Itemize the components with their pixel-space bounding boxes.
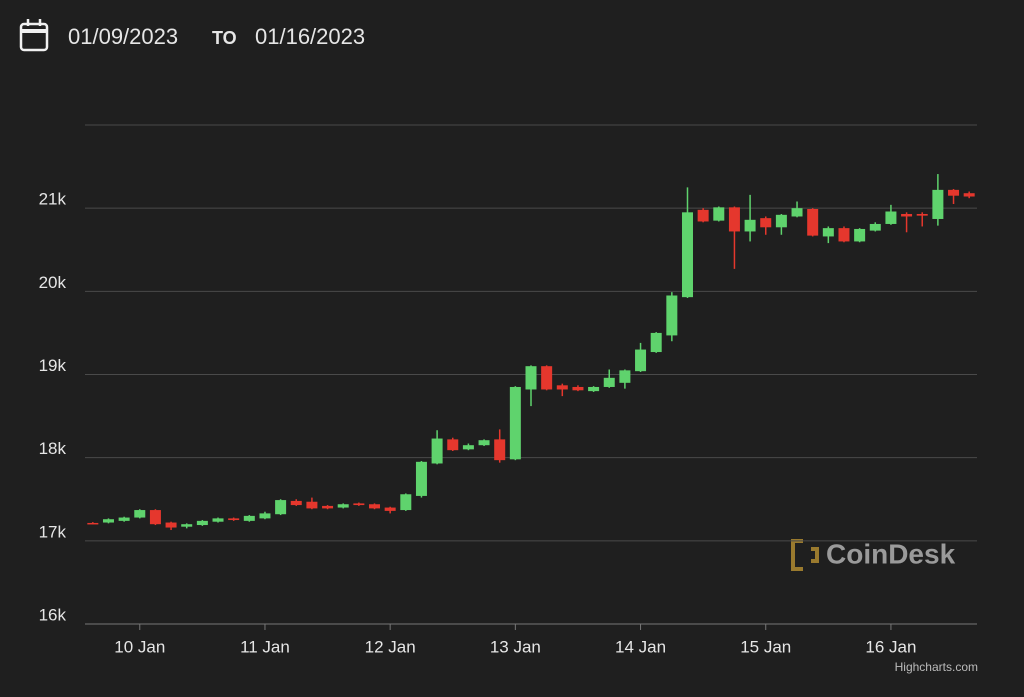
- candle-body: [775, 214, 787, 228]
- candle-body: [885, 211, 897, 224]
- credits[interactable]: Highcharts.com: [895, 660, 978, 674]
- candle-body: [932, 189, 944, 219]
- candle-body: [165, 522, 177, 528]
- candle-body: [337, 504, 349, 508]
- candle-body: [149, 510, 161, 525]
- candle-body: [963, 193, 975, 197]
- candle-body: [869, 223, 881, 231]
- candle-body: [791, 208, 803, 217]
- candle-body: [353, 503, 365, 506]
- calendar-icon: [19, 19, 49, 52]
- candle-body: [212, 518, 224, 522]
- candle-body: [901, 213, 913, 217]
- candle-body: [259, 513, 271, 519]
- candle-body: [102, 519, 114, 523]
- candle-body: [838, 228, 850, 242]
- y-tick-label: 20k: [39, 273, 67, 292]
- candle-body: [431, 438, 443, 464]
- candle-body: [619, 370, 631, 383]
- candle-body: [760, 218, 772, 228]
- x-tick-label: 11 Jan: [240, 637, 290, 656]
- y-tick-label: 21k: [39, 190, 67, 209]
- candle-body: [400, 494, 412, 511]
- candle-body: [916, 213, 928, 216]
- candle-body: [181, 524, 193, 527]
- candle-body: [196, 520, 208, 526]
- date-separator: TO: [212, 28, 237, 48]
- x-tick-label: 13 Jan: [490, 637, 541, 656]
- candle-body: [306, 501, 318, 509]
- candle-body: [822, 228, 834, 237]
- candle-body: [854, 228, 866, 242]
- candle-body: [415, 461, 427, 496]
- candle-body: [525, 366, 537, 390]
- candle-body: [572, 386, 584, 391]
- candle-body: [744, 219, 756, 232]
- candle-body: [478, 440, 490, 446]
- candle-body: [462, 445, 474, 450]
- candle-body: [650, 332, 662, 353]
- candle-body: [588, 386, 600, 392]
- date-to[interactable]: 01/16/2023: [255, 24, 365, 49]
- candle-body: [275, 500, 287, 515]
- candle-body: [948, 189, 960, 196]
- x-tick-label: 16 Jan: [865, 637, 916, 656]
- x-tick-label: 10 Jan: [114, 637, 165, 656]
- candle-body: [603, 377, 615, 387]
- candle-body: [728, 207, 740, 232]
- candle-body: [228, 518, 240, 521]
- candle-body: [697, 209, 709, 222]
- y-tick-label: 19k: [39, 356, 67, 375]
- candle-body: [713, 207, 725, 221]
- watermark-logo: [791, 539, 819, 571]
- y-tick-label: 18k: [39, 439, 67, 458]
- candle-body: [369, 504, 381, 509]
- candle-body: [666, 295, 678, 336]
- candle-body: [807, 208, 819, 236]
- watermark: CoinDesk: [826, 538, 956, 569]
- date-from[interactable]: 01/09/2023: [68, 24, 178, 49]
- y-tick-label: 16k: [39, 605, 67, 624]
- candle-body: [134, 510, 146, 518]
- x-tick-label: 12 Jan: [365, 637, 416, 656]
- x-tick-label: 15 Jan: [740, 637, 791, 656]
- candle-body: [447, 439, 459, 451]
- candle-body: [87, 522, 99, 525]
- x-tick-label: 14 Jan: [615, 637, 666, 656]
- candle-body: [118, 517, 130, 521]
- candle-body: [681, 212, 693, 298]
- candle-body: [290, 500, 302, 506]
- y-tick-label: 17k: [39, 522, 67, 541]
- candle-body: [384, 507, 396, 511]
- candle-body: [541, 366, 553, 390]
- candle-body: [494, 439, 506, 461]
- candle-body: [556, 385, 568, 390]
- candle-body: [243, 515, 255, 521]
- candle-body: [635, 349, 647, 372]
- candle-body: [509, 386, 521, 460]
- candle-body: [322, 505, 334, 509]
